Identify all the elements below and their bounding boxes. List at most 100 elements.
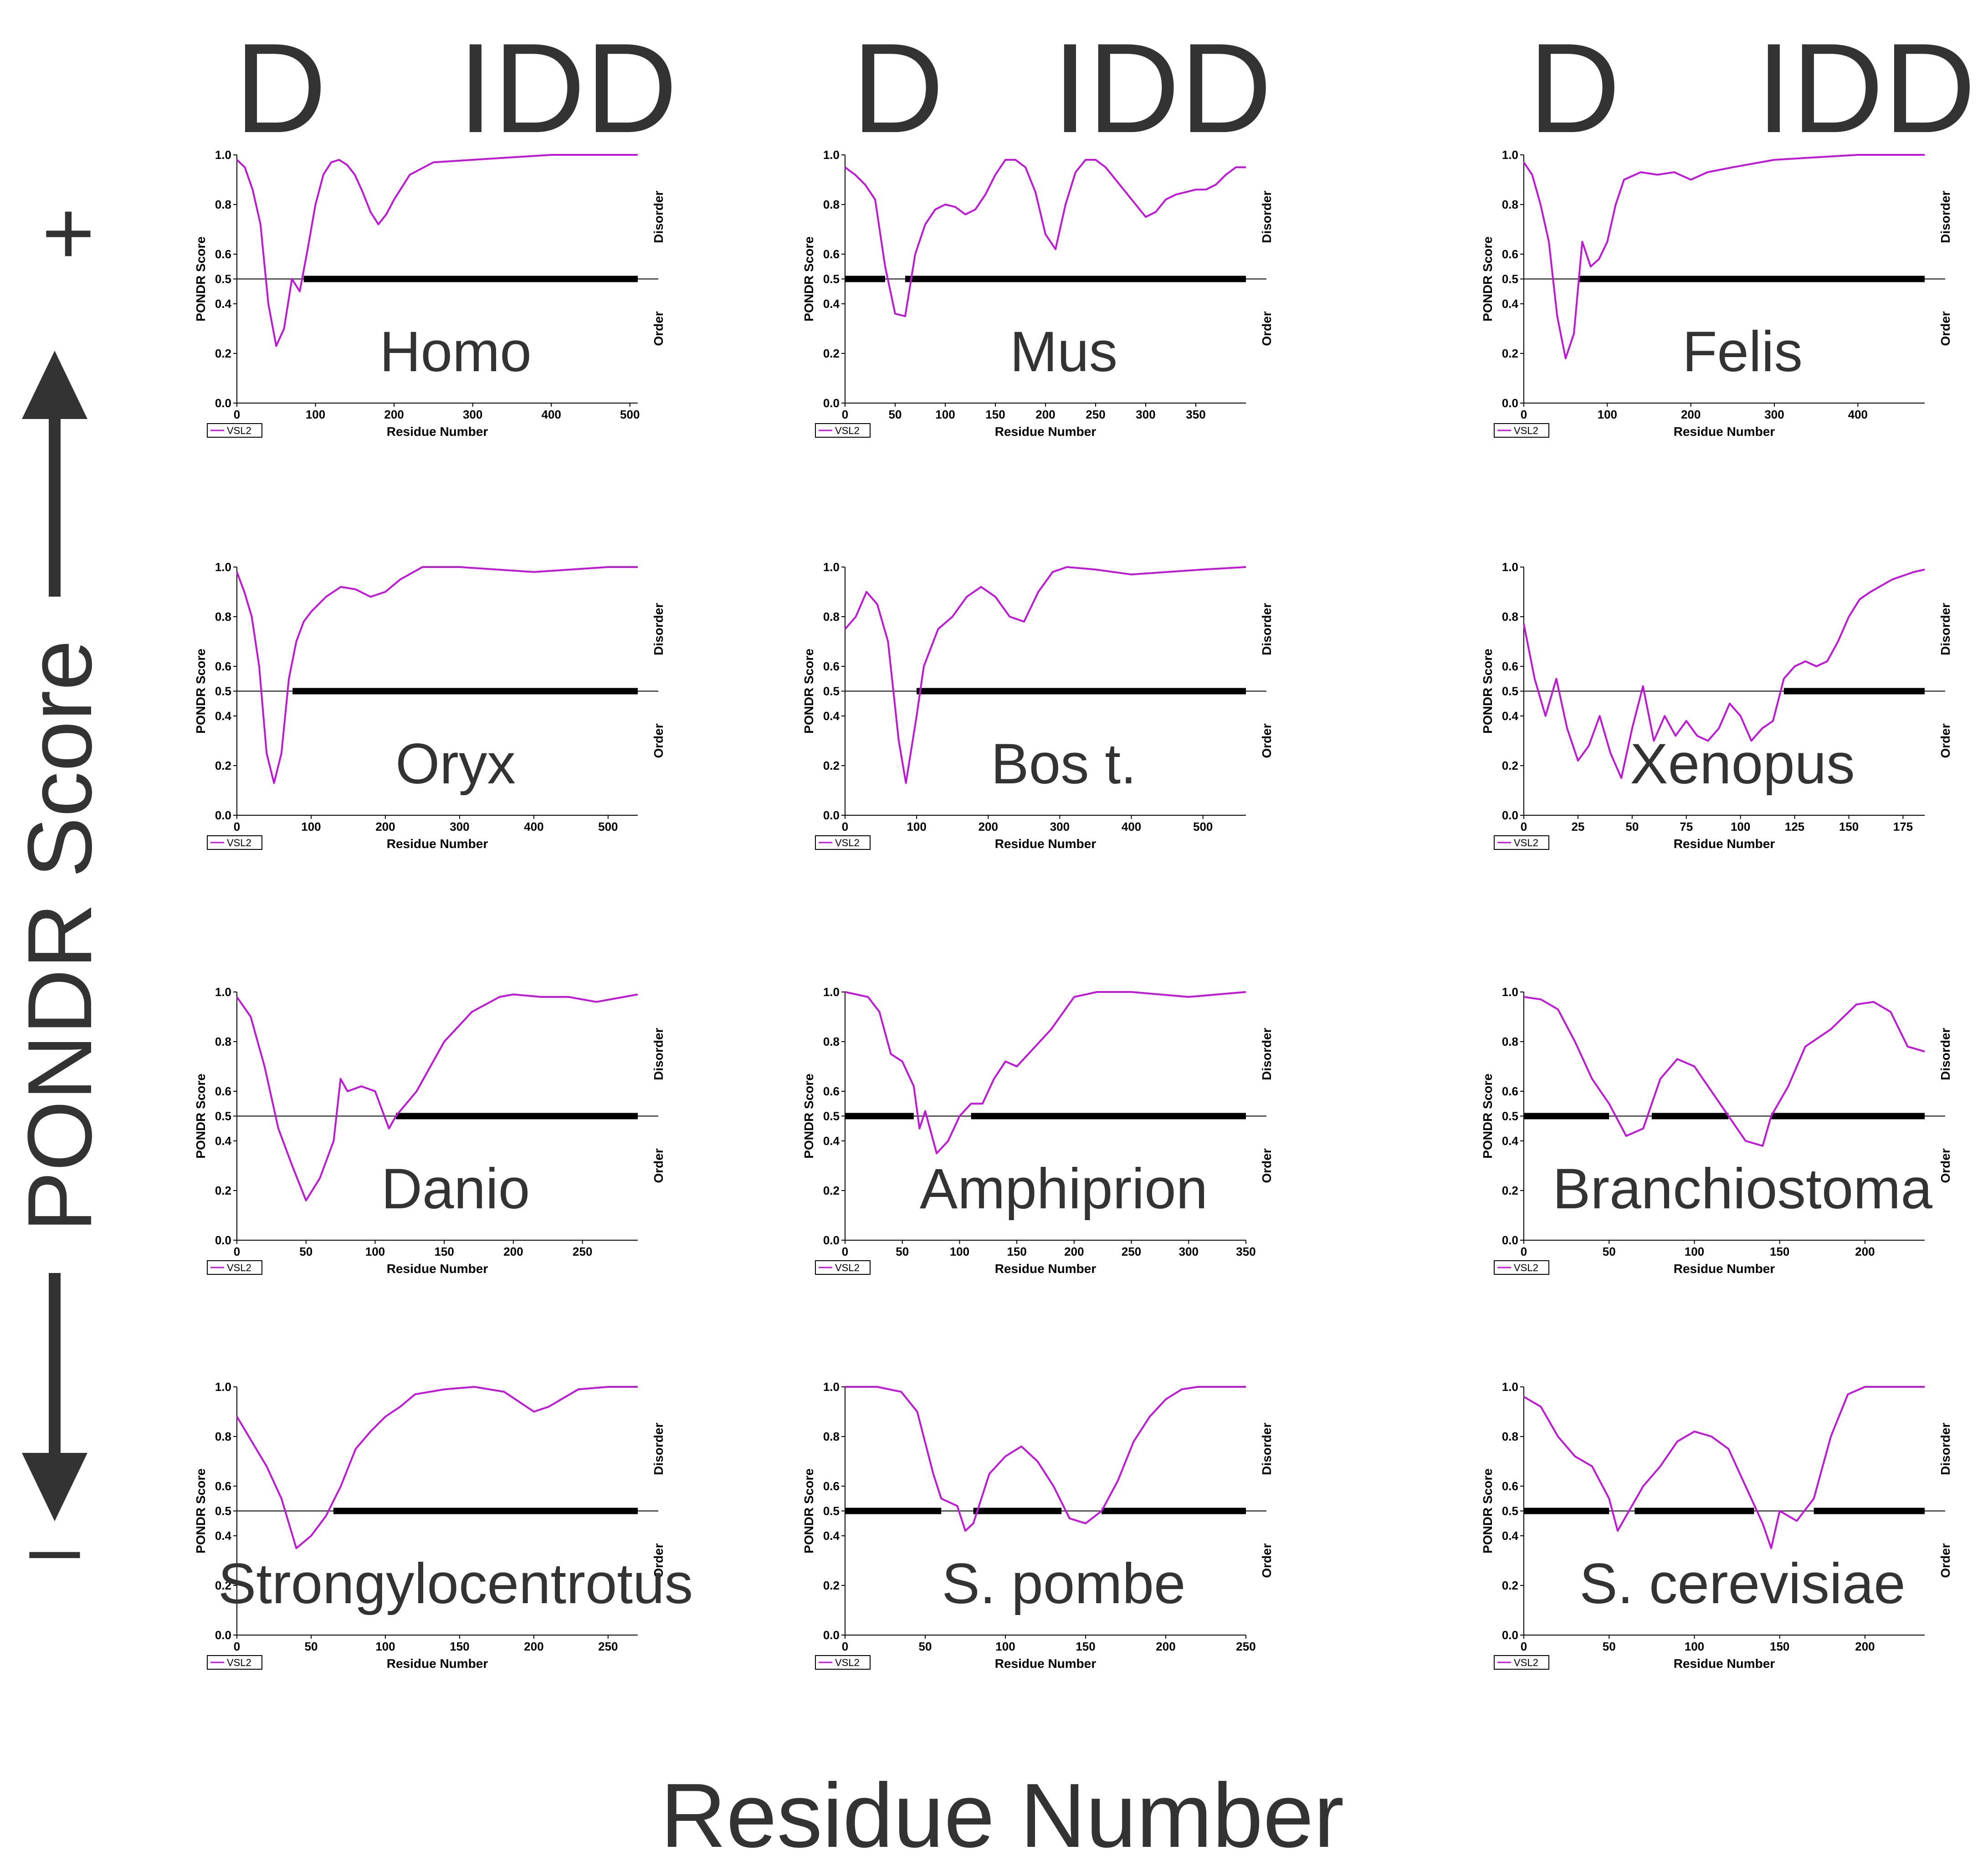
x-tick-label: 200 [1156, 1640, 1175, 1653]
y-tick-label: 0.2 [215, 759, 231, 772]
y-tick-label: 0.4 [823, 709, 840, 723]
order-label: Order [1938, 1543, 1952, 1578]
panel-xenopus: 0.0 0.2 0.4 0.5 0.6 0.8 1.0 0 25 50 75 100 125 150 175… [1481, 560, 1952, 851]
series-line-vsl2 [845, 1386, 1246, 1532]
y-tick-label: 0.8 [215, 198, 231, 211]
x-tick-label: 100 [907, 820, 926, 833]
x-axis-label: Residue Number [387, 837, 488, 851]
y-tick-label: 0.2 [823, 347, 840, 360]
organism-label: S. pombe [942, 1552, 1185, 1615]
y-tick-label: 0.0 [215, 1628, 231, 1642]
organism-label: Amphiprion [920, 1157, 1208, 1221]
x-tick-label: 0 [842, 408, 848, 421]
x-tick-label: 200 [1064, 1245, 1084, 1258]
y-tick-label: 0.4 [823, 297, 840, 311]
column-headers: D IDD D IDD D IDD [235, 17, 1976, 159]
y-tick-label: 1.0 [823, 985, 840, 999]
x-tick-label: 150 [434, 1245, 454, 1258]
y-tick-label: 0.4 [215, 1134, 232, 1148]
legend: VSL2 [1494, 835, 1549, 850]
organism-label: Mus [1010, 320, 1117, 383]
x-tick-label: 150 [985, 408, 1005, 421]
x-tick-label: 400 [524, 820, 543, 833]
legend: VSL2 [815, 423, 871, 438]
y-tick-label: 0.5 [1502, 1109, 1518, 1123]
y-tick-label: 0.5 [215, 272, 231, 286]
y-tick-label: 0.6 [1502, 247, 1518, 261]
y-tick-label: 0.5 [1502, 272, 1518, 286]
organism-label: S. cerevisiae [1579, 1552, 1906, 1615]
y-tick-label: 0.8 [215, 610, 231, 624]
y-tick-label: 0.0 [1502, 1628, 1518, 1642]
order-label: Order [1260, 1543, 1274, 1578]
y-tick-label: 1.0 [215, 985, 231, 999]
y-tick-label: 0.5 [823, 1109, 840, 1123]
panel-s-cerevisiae: 0.0 0.2 0.4 0.5 0.6 0.8 1.0 0 50 100 150 200 PONDR S… [1481, 1380, 1952, 1671]
y-tick-label: 0.2 [1502, 759, 1518, 772]
x-tick-label: 0 [1521, 820, 1527, 833]
panel-strongylocentrotus: 0.0 0.2 0.4 0.5 0.6 0.8 1.0 0 50 100 150 200 250 POND… [194, 1380, 693, 1671]
order-label: Order [1260, 311, 1274, 346]
y-tick-label: 0.4 [215, 297, 232, 311]
col2-d-label: D [852, 17, 944, 159]
y-tick-label: 0.6 [823, 659, 840, 673]
organism-label: Felis [1682, 320, 1803, 383]
organism-label: Strongylocentrotus [218, 1552, 693, 1615]
legend: VSL2 [1494, 1260, 1549, 1275]
x-tick-label: 300 [463, 408, 482, 421]
x-tick-label: 50 [305, 1640, 318, 1653]
x-tick-label: 75 [1680, 820, 1693, 833]
order-label: Order [1260, 1148, 1274, 1183]
y-tick-label: 0.0 [823, 808, 840, 822]
x-axis-label: Residue Number [387, 1656, 488, 1671]
legend-label: VSL2 [227, 1262, 251, 1273]
legend: VSL2 [207, 1655, 262, 1670]
x-axis-label: Residue Number [1674, 1262, 1775, 1276]
y-tick-label: 0.8 [215, 1035, 231, 1048]
x-tick-label: 100 [1685, 1640, 1704, 1653]
x-tick-label: 250 [598, 1640, 618, 1653]
y-axis-label: PONDR Score [194, 236, 208, 322]
y-tick-label: 0.0 [823, 396, 840, 410]
x-tick-label: 100 [306, 408, 325, 421]
y-axis-label: PONDR Score [1481, 1073, 1495, 1159]
x-tick-label: 100 [301, 820, 321, 833]
series-line-vsl2 [845, 991, 1246, 1155]
y-tick-label: 1.0 [823, 148, 840, 162]
x-axis-label: Residue Number [995, 424, 1096, 439]
y-tick-label: 0.4 [215, 1529, 232, 1543]
x-axis-label: Residue Number [387, 424, 488, 439]
y-tick-label: 0.8 [1502, 198, 1518, 211]
y-axis-title: PONDR Score [9, 640, 111, 1232]
x-tick-label: 50 [1625, 820, 1639, 833]
y-tick-label: 0.5 [823, 1504, 840, 1518]
disorder-label: Disorder [651, 603, 666, 655]
x-tick-label: 200 [375, 820, 395, 833]
disorder-label: Disorder [651, 191, 666, 243]
organism-label: Bos t. [991, 732, 1137, 796]
x-tick-label: 250 [573, 1245, 592, 1258]
up-arrow-icon [22, 351, 87, 597]
y-axis-label: PONDR Score [194, 1468, 208, 1554]
x-tick-label: 150 [1839, 820, 1859, 833]
x-tick-label: 400 [1848, 408, 1868, 421]
y-tick-label: 0.0 [1502, 1233, 1518, 1247]
y-tick-label: 1.0 [1502, 985, 1518, 999]
y-tick-label: 0.0 [823, 1233, 840, 1247]
panel-oryx: 0.0 0.2 0.4 0.5 0.6 0.8 1.0 0 100 200 300 400 500 PON… [194, 560, 666, 851]
x-tick-label: 200 [524, 1640, 543, 1653]
disorder-label: Disorder [1938, 1423, 1952, 1475]
x-axis-label: Residue Number [995, 837, 1096, 851]
y-tick-label: 0.6 [1502, 1479, 1518, 1493]
y-axis-label: PONDR Score [802, 1073, 816, 1159]
legend: VSL2 [815, 1655, 871, 1670]
legend: VSL2 [207, 423, 262, 438]
panel-s-pombe: 0.0 0.2 0.4 0.5 0.6 0.8 1.0 0 50 100 150 200 250 POND… [802, 1380, 1274, 1671]
x-tick-label: 150 [1770, 1245, 1789, 1258]
disorder-label: Disorder [1260, 603, 1274, 655]
series-line-vsl2 [1523, 568, 1925, 779]
x-tick-label: 100 [1598, 408, 1617, 421]
legend-label: VSL2 [1514, 425, 1538, 436]
order-label: Order [651, 1543, 666, 1578]
y-tick-label: 0.0 [1502, 396, 1518, 410]
